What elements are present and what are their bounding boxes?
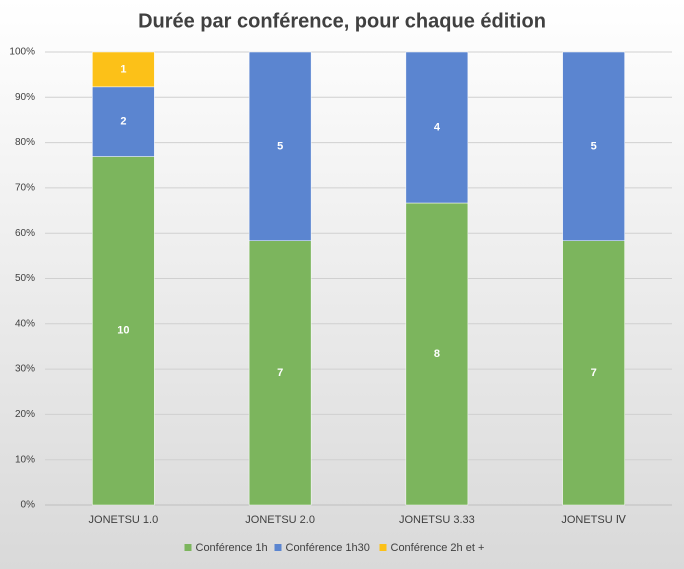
bar-segment	[562, 51, 625, 241]
x-tick-label: JONETSU Ⅳ	[561, 514, 626, 526]
legend-swatch	[184, 544, 192, 551]
legend-label: Conférence 1h	[196, 542, 268, 554]
y-tick-label: 70%	[15, 183, 35, 194]
y-tick-label: 80%	[15, 137, 35, 148]
data-label: 2	[120, 116, 126, 128]
data-label: 1	[120, 63, 126, 75]
y-tick-label: 30%	[15, 364, 35, 375]
bar-segment	[248, 51, 312, 241]
y-tick-label: 100%	[9, 47, 35, 58]
bar-segment	[405, 51, 469, 204]
legend-swatch	[274, 544, 282, 551]
legend-swatch	[379, 544, 387, 551]
data-label: 8	[434, 348, 440, 360]
legend-label: Conférence 2h et +	[391, 542, 485, 554]
y-tick-label: 10%	[15, 454, 35, 465]
legend-label: Conférence 1h30	[286, 542, 370, 554]
chart-title: Durée par conférence, pour chaque éditio…	[138, 10, 546, 32]
data-label: 5	[591, 140, 597, 152]
y-tick-label: 90%	[15, 92, 35, 103]
y-tick-label: 50%	[15, 273, 35, 284]
bar-segment	[92, 86, 155, 157]
data-label: 10	[117, 325, 129, 337]
x-tick-label: JONETSU 3.33	[399, 514, 475, 526]
x-tick-label: JONETSU 1.0	[89, 514, 159, 526]
x-tick-label: JONETSU 2.0	[245, 514, 315, 526]
bar-segment	[405, 202, 469, 506]
y-tick-label: 0%	[21, 500, 36, 511]
data-label: 4	[434, 121, 441, 133]
y-tick-label: 40%	[15, 318, 35, 329]
bar-segment	[562, 240, 625, 506]
bar-segment	[92, 156, 155, 506]
data-label: 7	[277, 367, 283, 379]
bar-segment	[92, 51, 155, 88]
data-label: 7	[591, 367, 597, 379]
y-tick-label: 20%	[15, 409, 35, 420]
bar-segment	[248, 240, 312, 506]
y-tick-label: 60%	[15, 228, 35, 239]
data-label: 5	[277, 140, 283, 152]
